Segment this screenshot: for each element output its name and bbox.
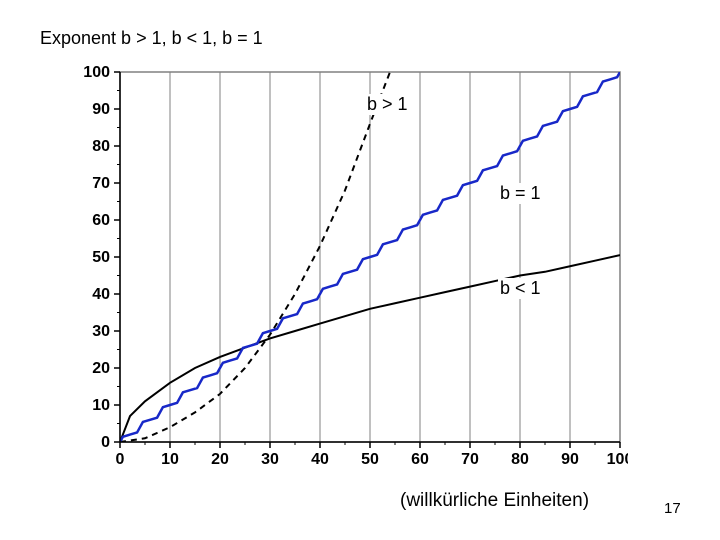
svg-text:40: 40 <box>311 451 329 468</box>
annotation-b-lt-1: b < 1 <box>498 278 543 299</box>
svg-text:10: 10 <box>92 397 110 414</box>
svg-text:60: 60 <box>92 212 110 229</box>
annotation-label: b = 1 <box>500 183 541 203</box>
annotation-b-eq-1: b = 1 <box>498 183 543 204</box>
svg-text:10: 10 <box>161 451 179 468</box>
svg-text:70: 70 <box>92 175 110 192</box>
svg-text:70: 70 <box>461 451 479 468</box>
svg-text:50: 50 <box>92 249 110 266</box>
svg-text:50: 50 <box>361 451 379 468</box>
page-number: 17 <box>664 500 681 517</box>
chart-container: 0 10 20 30 40 50 60 70 80 90 100 0 10 20 30 40 50 60 70 80 9… <box>70 66 628 476</box>
svg-text:100: 100 <box>607 451 628 468</box>
svg-text:30: 30 <box>92 323 110 340</box>
annotation-b-gt-1: b > 1 <box>365 94 410 115</box>
svg-text:0: 0 <box>101 434 110 451</box>
svg-text:80: 80 <box>511 451 529 468</box>
svg-text:20: 20 <box>211 451 229 468</box>
svg-text:80: 80 <box>92 138 110 155</box>
annotation-label: b > 1 <box>367 94 408 114</box>
svg-text:20: 20 <box>92 360 110 377</box>
chart-svg: 0 10 20 30 40 50 60 70 80 90 100 0 10 20 30 40 50 60 70 80 9… <box>70 66 628 476</box>
svg-text:0: 0 <box>116 451 125 468</box>
svg-text:40: 40 <box>92 286 110 303</box>
svg-text:90: 90 <box>561 451 579 468</box>
caption: (willkürliche Einheiten) <box>400 490 589 512</box>
svg-text:90: 90 <box>92 101 110 118</box>
annotation-label: b < 1 <box>500 278 541 298</box>
svg-text:100: 100 <box>83 66 110 81</box>
svg-text:30: 30 <box>261 451 279 468</box>
svg-text:60: 60 <box>411 451 429 468</box>
page-title: Exponent b > 1, b < 1, b = 1 <box>40 28 263 49</box>
